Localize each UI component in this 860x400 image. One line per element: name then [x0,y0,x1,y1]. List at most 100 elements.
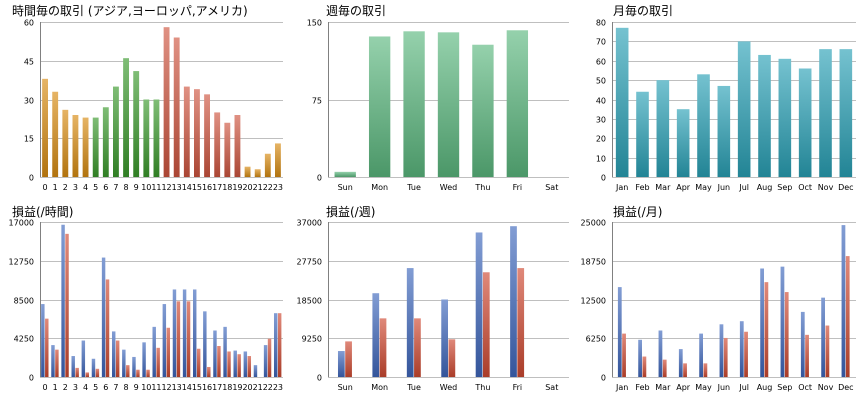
x-tick-label: Mon [371,183,388,192]
bar-16-s2 [207,366,211,377]
bar-4 [82,117,89,177]
bar-13 [173,37,180,177]
x-tick-label: Fri [513,383,523,392]
x-tick-label: 16 [202,383,212,392]
bar-Aug-s1 [760,268,764,377]
bar-Nov [819,49,832,178]
bar-11 [153,99,160,177]
y-tick-label: 0 [317,174,322,183]
x-tick-label: 20 [242,183,252,192]
y-tick-label: 15 [24,135,34,144]
x-tick-label: 18 [222,383,232,392]
bar-14 [183,86,190,177]
y-tick-label: 0 [601,174,606,183]
x-tick-label: Apr [676,183,691,192]
x-tick-label: May [695,183,712,192]
bar-Mar [656,80,670,178]
x-tick-label: Apr [676,383,691,392]
y-tick-label: 60 [24,19,34,28]
x-tick-label: Aug [757,383,773,392]
x-tick-label: 0 [43,183,48,192]
bar-Wed-s2 [448,339,456,377]
x-tick-label: Oct [798,183,812,192]
bar-Jul-s1 [739,321,744,377]
x-tick-label: 15 [192,183,202,192]
bar-22 [264,153,271,177]
monthly-trades-title: 月毎の取引 [613,3,673,18]
bar-Mon-s1 [372,293,380,377]
bar-15-s1 [192,289,197,377]
bar-Dec-s1 [841,225,846,377]
bar-19 [234,115,241,177]
x-tick-label: Tue [406,183,421,192]
bar-16-s1 [203,311,207,377]
y-tick-label: 25000 [581,219,606,228]
y-tick-label: 17000 [9,219,34,228]
bar-13-s1 [172,289,177,377]
bar-Jun [717,85,731,177]
x-tick-label: 14 [182,183,192,192]
bar-16 [204,94,210,177]
bar-10-s2 [146,369,150,377]
bar-Thu-s2 [482,272,490,377]
bar-Nov-s2 [825,325,830,377]
bar-Jun-s2 [723,337,728,377]
bar-8-s1 [122,349,126,377]
y-tick-label: 10 [596,155,606,164]
bar-0-s1 [41,304,45,377]
bar-Sep-s1 [780,266,785,377]
bar-Sun [334,171,356,177]
bar-0-s2 [45,318,49,377]
bar-10-s1 [142,342,146,377]
y-tick-label: 20 [596,135,606,144]
x-tick-label: 2 [63,383,68,392]
x-tick-label: 18 [222,183,232,192]
bar-17 [214,112,221,177]
x-tick-label: Jul [738,183,749,192]
weekly-pnl-chart: 損益(/週) 0 9250 18500 27750 37000 Sun Mon Tue Wed T… [297,204,569,392]
x-tick-label: 15 [192,383,202,392]
x-tick-label: 23 [273,383,283,392]
hourly-trades-title: 時間毎の取引 (アジア,ヨーロッパ,アメリカ) [12,3,248,18]
bar-May-s2 [703,363,708,377]
x-tick-label: 14 [182,383,192,392]
bar-9-s2 [136,369,140,377]
x-tick-label: 17 [212,383,222,392]
bar-Tue [403,31,425,177]
bar-18-s2 [227,351,231,377]
bar-Thu-s1 [475,232,483,377]
bar-3-s1 [71,356,75,377]
bar-May-s1 [699,333,703,377]
x-tick-label: Dec [838,183,853,192]
bar-23 [275,143,281,177]
x-tick-label: Jun [717,183,731,192]
y-tick-label: 0 [29,374,34,383]
x-tick-label: Mon [371,383,388,392]
bar-19-s1 [233,350,237,377]
x-tick-label: 22 [263,383,273,392]
x-tick-label: 10 [141,383,151,392]
x-tick-label: 8 [124,383,129,392]
x-tick-label: 4 [83,183,88,192]
x-tick-label: 0 [43,383,48,392]
bar-1-s2 [55,349,59,377]
bar-13-s2 [176,301,181,377]
x-tick-label: 7 [113,383,118,392]
x-tick-label: Nov [818,383,834,392]
bar-14-s2 [186,301,191,377]
x-tick-label: Wed [440,183,457,192]
x-tick-label: Mar [655,183,671,192]
x-tick-label: 21 [253,183,263,192]
bar-Jun-s1 [719,324,724,377]
bar-22-s1 [263,345,268,377]
bar-Feb-s2 [642,356,647,377]
x-tick-label: Jan [615,183,628,192]
bar-9-s1 [132,356,136,377]
bar-20 [244,166,251,177]
bar-17-s1 [213,330,217,377]
bar-7-s1 [111,331,116,377]
monthly-trades-chart: 月毎の取引 0 10 20 30 40 50 60 70 80 Jan Feb Mar Apr May Ju… [596,3,856,192]
x-tick-label: 8 [124,183,129,192]
